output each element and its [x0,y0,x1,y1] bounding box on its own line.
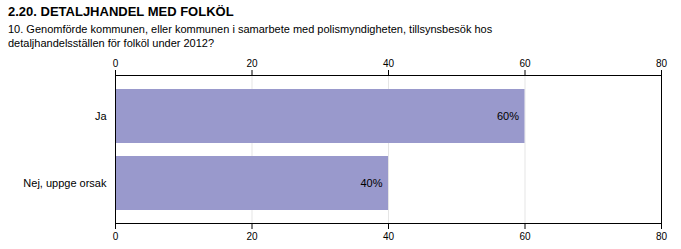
html-text:10. Genomförde kommunen, eller: 10. Genomförde kommunen, eller kommunen … [8,23,493,50]
svg-text:40: 40 [383,57,395,68]
svg-text:60: 60 [519,230,531,241]
svg-text:Ja: Ja [95,110,108,122]
svg-text:80: 80 [656,57,668,68]
svg-text:80: 80 [656,230,668,241]
svg-text:60%: 60% [497,110,519,122]
svg-text:60: 60 [519,57,531,68]
svg-text:20: 20 [246,57,258,68]
svg-text:0: 0 [113,57,119,68]
svg-text:20: 20 [246,230,258,241]
svg-text:40%: 40% [360,177,382,189]
html-text:2.20. DETALJHANDEL MED FOLKÖL: 2.20. DETALJHANDEL MED FOLKÖL [8,4,234,19]
svg-text:40: 40 [383,230,395,241]
svg-text:0: 0 [113,230,119,241]
svg-text:Nej, uppge orsak: Nej, uppge orsak [23,177,107,189]
